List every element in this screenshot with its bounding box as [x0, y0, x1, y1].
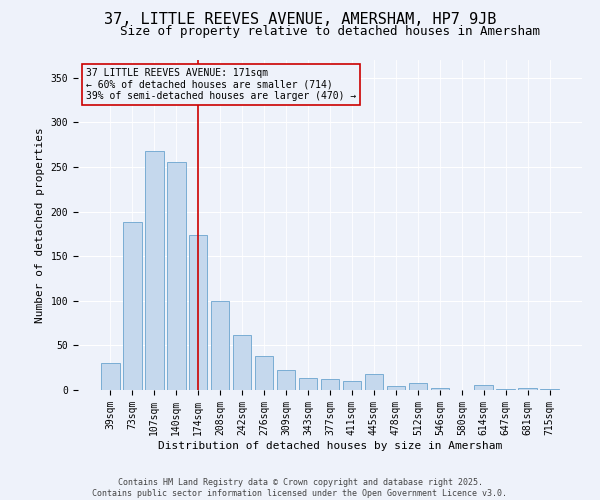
X-axis label: Distribution of detached houses by size in Amersham: Distribution of detached houses by size …: [158, 440, 502, 450]
Bar: [167, 162, 185, 390]
Text: 37 LITTLE REEVES AVENUE: 171sqm
← 60% of detached houses are smaller (714)
39% o: 37 LITTLE REEVES AVENUE: 171sqm ← 60% of…: [86, 68, 356, 102]
Bar: [386, 386, 405, 390]
Bar: [101, 363, 119, 390]
Bar: [123, 222, 142, 390]
Y-axis label: Number of detached properties: Number of detached properties: [35, 127, 45, 323]
Bar: [475, 384, 493, 390]
Bar: [518, 388, 537, 390]
Bar: [255, 356, 274, 390]
Text: Contains HM Land Registry data © Crown copyright and database right 2025.
Contai: Contains HM Land Registry data © Crown c…: [92, 478, 508, 498]
Bar: [189, 235, 208, 390]
Bar: [409, 383, 427, 390]
Bar: [277, 370, 295, 390]
Title: Size of property relative to detached houses in Amersham: Size of property relative to detached ho…: [120, 25, 540, 38]
Bar: [320, 380, 340, 390]
Text: 37, LITTLE REEVES AVENUE, AMERSHAM, HP7 9JB: 37, LITTLE REEVES AVENUE, AMERSHAM, HP7 …: [104, 12, 496, 28]
Bar: [365, 374, 383, 390]
Bar: [496, 389, 515, 390]
Bar: [145, 151, 164, 390]
Bar: [541, 389, 559, 390]
Bar: [299, 378, 317, 390]
Bar: [211, 301, 229, 390]
Bar: [431, 388, 449, 390]
Bar: [233, 334, 251, 390]
Bar: [343, 381, 361, 390]
